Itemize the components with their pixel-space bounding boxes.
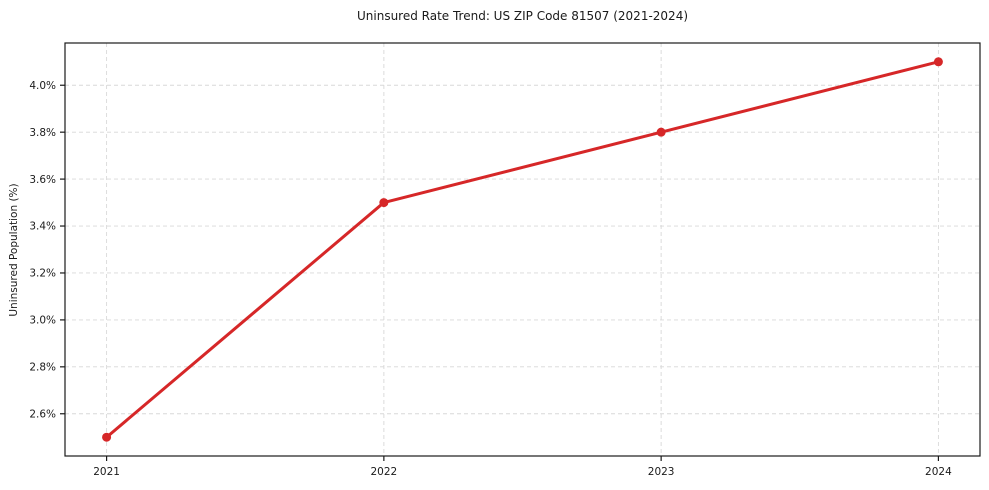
chart-title: Uninsured Rate Trend: US ZIP Code 81507 … [356,9,689,23]
x-tick-label: 2021 [93,466,120,478]
y-tick-label: 2.8% [29,362,56,374]
y-tick-label: 3.2% [29,268,56,280]
data-point-marker [102,432,112,442]
trend-line [105,60,940,439]
x-tick-label: 2024 [925,466,952,478]
data-point-marker [933,57,943,67]
plot-border [64,42,981,457]
x-tick-label: 2023 [648,466,675,478]
y-tick-label: 2.6% [29,408,56,420]
x-tick-label: 2022 [370,466,397,478]
y-tick-label: 3.4% [29,221,56,233]
y-tick-label: 3.0% [29,315,56,327]
y-tick-label: 3.6% [29,174,56,186]
y-tick-label: 3.8% [29,127,56,139]
data-point-marker [656,127,666,137]
data-point-marker [379,198,389,208]
y-tick-label: 4.0% [29,80,56,92]
